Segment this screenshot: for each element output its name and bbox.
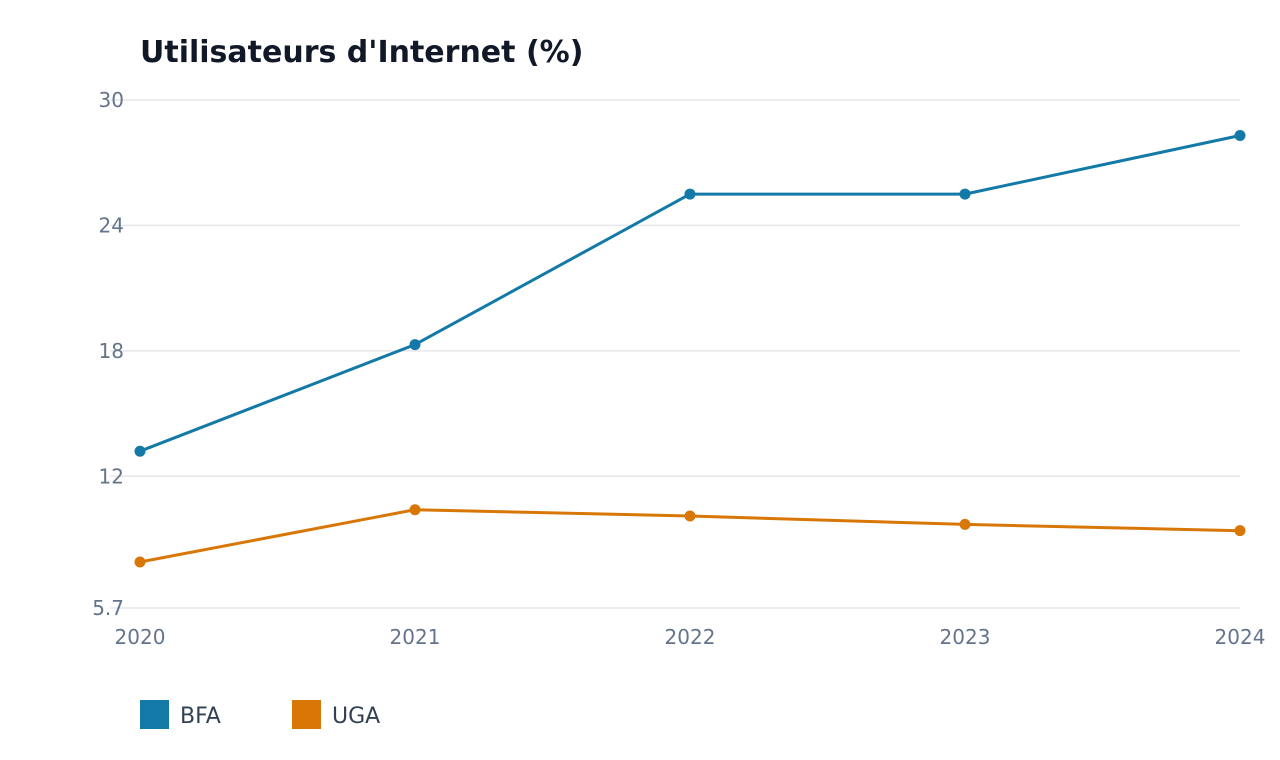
series-lines [134, 130, 1246, 568]
chart-title: Utilisateurs d'Internet (%) [140, 35, 583, 70]
x-axis-tick-labels: 2020 2021 2022 2023 2024 [115, 625, 1266, 649]
data-point [684, 510, 696, 522]
y-tick-label: 24 [99, 213, 124, 237]
legend-item: UGA [292, 700, 380, 729]
x-tick-label: 2023 [940, 625, 991, 649]
data-point [1234, 130, 1246, 142]
series-uga [134, 504, 1246, 568]
data-point [409, 339, 421, 351]
data-point [134, 556, 146, 568]
data-point [1234, 525, 1246, 537]
data-point [959, 188, 971, 200]
x-tick-label: 2024 [1215, 625, 1266, 649]
x-tick-label: 2022 [665, 625, 716, 649]
data-point [134, 445, 146, 457]
x-tick-label: 2021 [390, 625, 441, 649]
grid [110, 99, 1240, 609]
legend-swatch [140, 700, 169, 729]
y-tick-label: 18 [99, 339, 124, 363]
data-point [409, 504, 421, 516]
data-point [959, 518, 971, 530]
series-line [138, 134, 1242, 453]
y-axis-tick-labels: 5.7 12 18 24 30 [92, 88, 124, 620]
y-tick-label: 12 [99, 464, 124, 488]
legend-swatch [292, 700, 321, 729]
y-tick-label: 30 [99, 88, 124, 112]
x-tick-label: 2020 [115, 625, 166, 649]
legend: BFA UGA [140, 700, 380, 729]
y-tick-label: 5.7 [92, 596, 124, 620]
legend-label: BFA [180, 704, 221, 729]
legend-item: BFA [140, 700, 221, 729]
data-point [684, 188, 696, 200]
series-bfa [134, 130, 1246, 457]
legend-label: UGA [332, 704, 380, 729]
